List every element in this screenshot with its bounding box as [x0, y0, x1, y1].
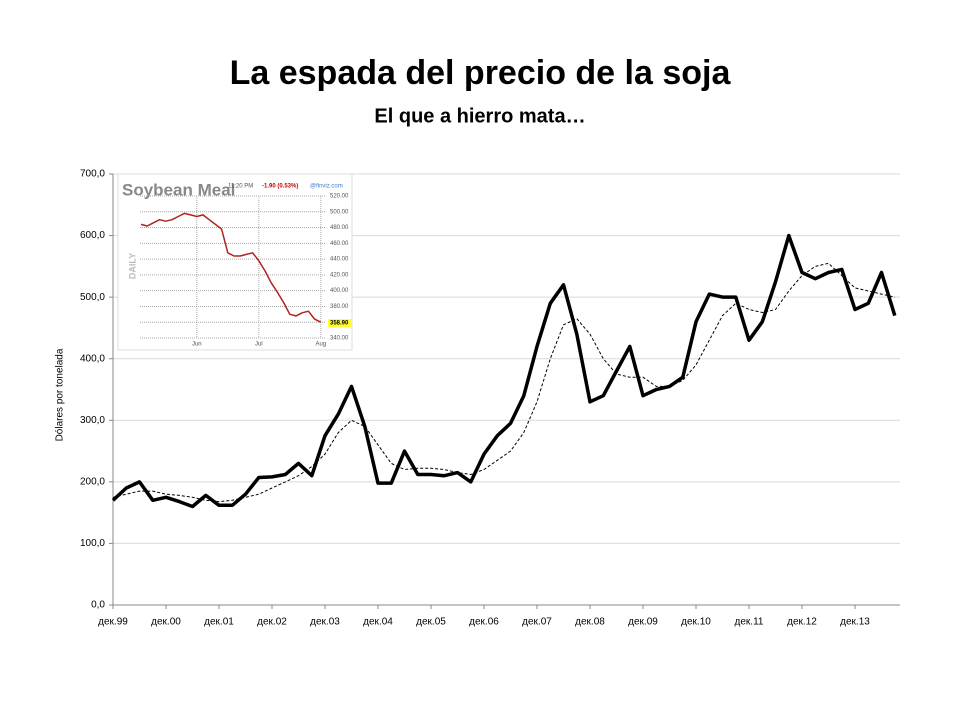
- y-tick-label: 440.00: [330, 257, 349, 263]
- y-tick-label: 600,0: [80, 230, 105, 241]
- y-tick-label: 500,0: [80, 292, 105, 303]
- line-series: [112, 262, 895, 503]
- inset-period: DAILY: [127, 253, 137, 279]
- y-tick-label: 200,0: [80, 476, 105, 487]
- x-tick-label: дек.01: [204, 617, 234, 628]
- inset-change: -1.90 (0.53%): [262, 184, 298, 190]
- y-tick-label: 340.00: [330, 336, 349, 342]
- x-tick-label: дек.11: [735, 617, 764, 628]
- x-tick-label: дек.08: [575, 617, 605, 628]
- y-tick-label: 0,0: [91, 600, 105, 611]
- y-tick-label: 500.00: [330, 209, 349, 215]
- chart-subtitle: El que a hierro mata…: [374, 105, 585, 127]
- x-tick-label: дек.99: [98, 617, 128, 628]
- line-series: [140, 212, 322, 323]
- last-price-box: [328, 319, 352, 328]
- x-tick-label: дек.12: [787, 617, 817, 628]
- x-tick-label: дек.06: [469, 617, 499, 628]
- y-tick-label: 520.00: [330, 194, 349, 200]
- y-tick-label: 400.00: [330, 288, 349, 294]
- line-series: [111, 233, 897, 509]
- y-tick-label: 700,0: [80, 169, 105, 180]
- x-tick-label: дек.05: [416, 617, 446, 628]
- inset-panel: [117, 173, 353, 351]
- x-tick-label: дек.09: [628, 617, 658, 628]
- x-tick-label: Jun: [192, 342, 202, 348]
- y-axis-title: Dólares por tonelada: [55, 348, 66, 441]
- x-tick-label: дек.00: [151, 617, 181, 628]
- x-tick-label: дек.10: [681, 617, 711, 628]
- chart-title: La espada del precio de la soja: [230, 54, 732, 92]
- y-tick-label: 300,0: [80, 415, 105, 426]
- y-tick-label: 400,0: [80, 353, 105, 364]
- inset-title: Soybean Meal: [122, 180, 235, 199]
- last-price-label: 358.90: [330, 321, 349, 327]
- y-tick-label: 380.00: [330, 304, 349, 310]
- x-tick-label: дек.03: [310, 617, 340, 628]
- y-tick-label: 420.00: [330, 272, 349, 278]
- x-tick-label: дек.07: [522, 617, 552, 628]
- y-tick-label: 460.00: [330, 241, 349, 247]
- y-tick-label: 100,0: [80, 538, 105, 549]
- x-tick-label: дек.02: [257, 617, 287, 628]
- x-tick-label: дек.04: [363, 617, 393, 628]
- y-tick-label: 480.00: [330, 225, 349, 231]
- x-tick-label: Aug: [315, 342, 326, 348]
- x-tick-label: дек.13: [840, 617, 870, 628]
- inset-source: @finviz.com: [310, 184, 343, 190]
- x-tick-label: Jul: [255, 342, 263, 348]
- inset-time: 11:20 PM: [228, 184, 253, 190]
